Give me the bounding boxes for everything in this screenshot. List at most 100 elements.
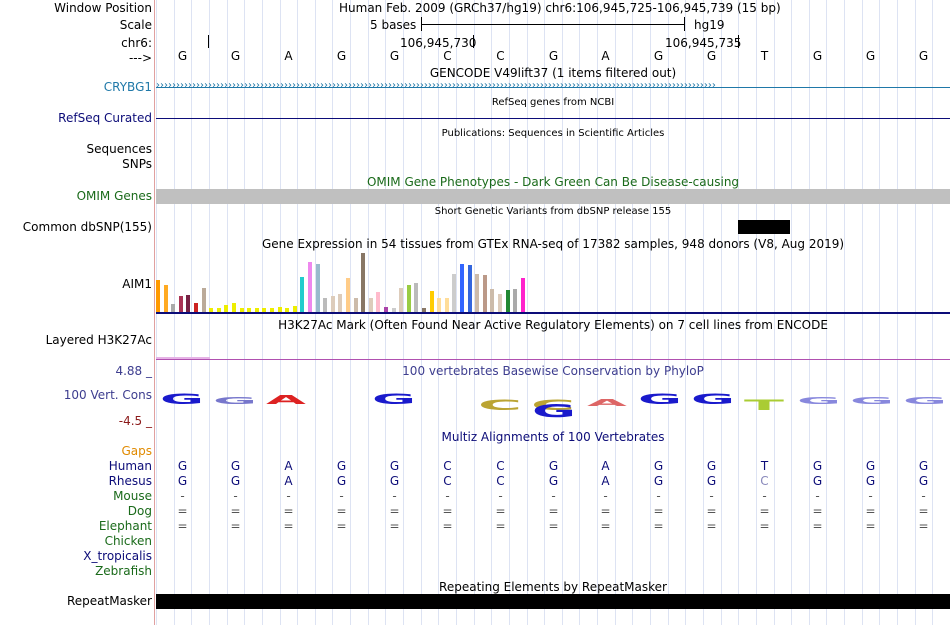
species-base: - [498, 489, 503, 503]
species-base: = [759, 519, 770, 533]
phylop-label[interactable]: 100 Vert. Cons [63, 388, 152, 402]
gtex-tissue-bar[interactable] [353, 298, 358, 312]
dbsnp-track-title[interactable]: Short Genetic Variants from dbSNP releas… [434, 206, 672, 217]
gtex-tissue-bar[interactable] [460, 264, 464, 312]
publications-track-title[interactable]: Publications: Sequences in Scientific Ar… [441, 128, 665, 139]
gtex-tissue-bar[interactable] [186, 295, 191, 312]
species-base: C [443, 474, 452, 488]
omim-feature-bar[interactable] [156, 189, 950, 204]
species-base: G [336, 474, 347, 488]
gtex-tissue-bar[interactable] [406, 285, 411, 312]
gtex-tissue-bar[interactable] [422, 308, 426, 312]
gtex-tissue-bar[interactable] [300, 277, 305, 312]
gtex-tissue-bar[interactable] [376, 292, 381, 312]
species-label-zebrafish[interactable]: Zebrafish [95, 564, 152, 578]
base-letter: T [760, 49, 769, 63]
gtex-expression-chart[interactable] [156, 252, 536, 312]
refseq-track-title[interactable]: RefSeq genes from NCBI [491, 97, 615, 108]
gtex-tissue-bar[interactable] [194, 303, 198, 312]
gtex-tissue-bar[interactable] [513, 289, 518, 312]
gtex-tissue-bar[interactable] [156, 280, 160, 312]
dbsnp-label[interactable]: Common dbSNP(155) [22, 220, 152, 234]
phylop-logo[interactable]: G G A G C C G A G G T G G G [156, 392, 950, 422]
gtex-tissue-bar[interactable] [163, 285, 168, 312]
h3k27ac-track-title[interactable]: H3K27Ac Mark (Often Found Near Active Re… [278, 318, 828, 332]
species-label-elephant[interactable]: Elephant [98, 519, 152, 533]
gtex-tissue-bar[interactable] [384, 307, 388, 312]
species-label-x_tropicalis[interactable]: X_tropicalis [83, 549, 152, 563]
gtex-tissue-bar[interactable] [391, 308, 396, 312]
gtex-tissue-bar[interactable] [414, 283, 419, 312]
gtex-tissue-bar[interactable] [361, 253, 366, 312]
refseq-label[interactable]: RefSeq Curated [58, 111, 152, 125]
species-base: = [177, 519, 188, 533]
gtex-tissue-bar[interactable] [338, 294, 343, 312]
gtex-tissue-bar[interactable] [346, 278, 350, 312]
gencode-gene-label[interactable]: CRYBG1 [103, 80, 152, 94]
species-label-mouse[interactable]: Mouse [113, 489, 152, 503]
gtex-tissue-bar[interactable] [178, 296, 183, 312]
gtex-tissue-bar[interactable] [452, 274, 457, 312]
species-base: - [921, 489, 926, 503]
phylop-track-title[interactable]: 100 vertebrates Basewise Conservation by… [402, 364, 704, 378]
refseq-gene-line[interactable] [156, 118, 950, 119]
gtex-tissue-bar[interactable] [467, 265, 472, 312]
gtex-tissue-bar[interactable] [323, 298, 328, 312]
gtex-tissue-bar[interactable] [475, 274, 480, 312]
gtex-track-title[interactable]: Gene Expression in 54 tissues from GTEx … [261, 237, 845, 251]
repeatmasker-label[interactable]: RepeatMasker [66, 594, 152, 608]
gencode-gene-line[interactable] [156, 87, 950, 88]
gtex-tissue-bar[interactable] [368, 298, 373, 312]
gtex-tissue-bar[interactable] [429, 291, 434, 312]
gtex-tissue-bar[interactable] [254, 308, 259, 312]
gtex-tissue-bar[interactable] [330, 296, 335, 312]
species-label-rhesus[interactable]: Rhesus [108, 474, 152, 488]
gtex-tissue-bar[interactable] [292, 306, 297, 312]
gtex-tissue-bar[interactable] [437, 298, 442, 312]
gtex-tissue-bar[interactable] [308, 262, 312, 312]
gtex-tissue-bar[interactable] [171, 304, 176, 312]
gtex-tissue-bar[interactable] [520, 278, 525, 312]
species-base: A [284, 474, 293, 488]
gaps-label[interactable]: Gaps [121, 444, 152, 458]
species-label-dog[interactable]: Dog [127, 504, 152, 518]
omim-label[interactable]: OMIM Genes [76, 189, 152, 203]
gtex-tissue-bar[interactable] [224, 305, 229, 312]
species-base: = [336, 504, 347, 518]
gtex-tissue-bar[interactable] [490, 289, 495, 312]
gtex-gene-label[interactable]: AIM1 [122, 277, 152, 291]
gtex-tissue-bar[interactable] [285, 308, 290, 312]
h3k27ac-label[interactable]: Layered H3K27Ac [45, 333, 152, 347]
gtex-tissue-bar[interactable] [498, 294, 502, 312]
gtex-tissue-bar[interactable] [232, 303, 236, 312]
publications-label-sequences[interactable]: Sequences [86, 142, 152, 156]
publications-label-snps[interactable]: SNPs [122, 157, 152, 171]
species-label-chicken[interactable]: Chicken [104, 534, 152, 548]
gtex-tissue-bar[interactable] [482, 275, 487, 312]
gtex-tissue-bar[interactable] [505, 290, 510, 312]
gencode-track-title[interactable]: GENCODE V49lift37 (1 items filtered out) [429, 66, 677, 80]
gtex-tissue-bar[interactable] [270, 308, 274, 312]
species-label-human[interactable]: Human [108, 459, 152, 473]
gtex-tissue-bar[interactable] [315, 264, 320, 312]
species-base: - [286, 489, 291, 503]
gtex-tissue-bar[interactable] [444, 298, 449, 312]
omim-track-title[interactable]: OMIM Gene Phenotypes - Dark Green Can Be… [366, 175, 740, 189]
gtex-tissue-bar[interactable] [216, 308, 221, 312]
gtex-tissue-bar[interactable] [239, 308, 244, 312]
gtex-tissue-bar[interactable] [247, 308, 252, 312]
gtex-tissue-bar[interactable] [201, 288, 206, 312]
window-position-value[interactable]: Human Feb. 2009 (GRCh37/hg19) chr6:106,9… [339, 1, 781, 15]
repeatmasker-track-title[interactable]: Repeating Elements by RepeatMasker [439, 580, 667, 594]
species-base: G [865, 474, 876, 488]
multiz-track-title[interactable]: Multiz Alignments of 100 Vertebrates [441, 430, 665, 444]
repeatmasker-element[interactable] [156, 594, 950, 609]
gtex-tissue-bar[interactable] [277, 307, 282, 312]
species-base: = [283, 504, 294, 518]
gtex-tissue-bar[interactable] [262, 308, 267, 312]
species-base: G [389, 459, 400, 473]
species-base: G [548, 474, 559, 488]
gtex-tissue-bar[interactable] [399, 288, 404, 312]
dbsnp-variant[interactable] [738, 220, 790, 234]
gtex-tissue-bar[interactable] [209, 308, 214, 312]
